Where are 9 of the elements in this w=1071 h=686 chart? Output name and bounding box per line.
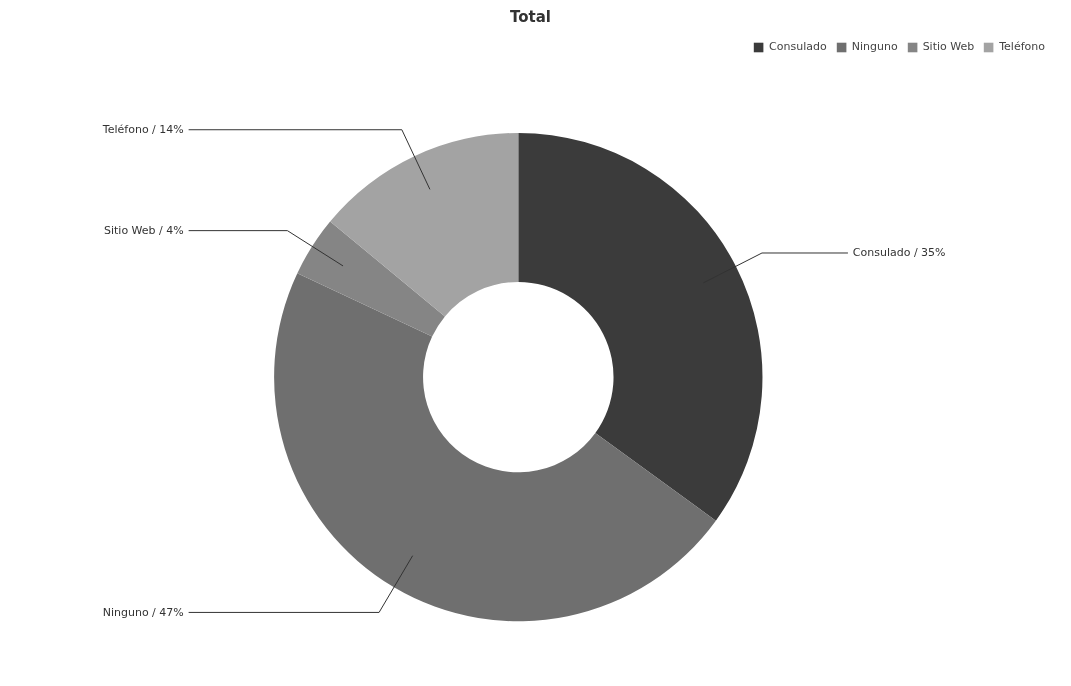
data-label: Ninguno / 47% [102,605,184,619]
legend-label: Teléfono [999,40,1045,53]
legend-label: Consulado [769,40,827,53]
legend-label: Sitio Web [922,40,975,53]
data-label: Teléfono / 14% [101,123,184,137]
data-label: Sitio Web / 4% [103,224,184,238]
data-label: Consulado / 35% [852,246,946,260]
chart-title: Total [510,7,551,26]
legend-label: Ninguno [851,40,898,53]
